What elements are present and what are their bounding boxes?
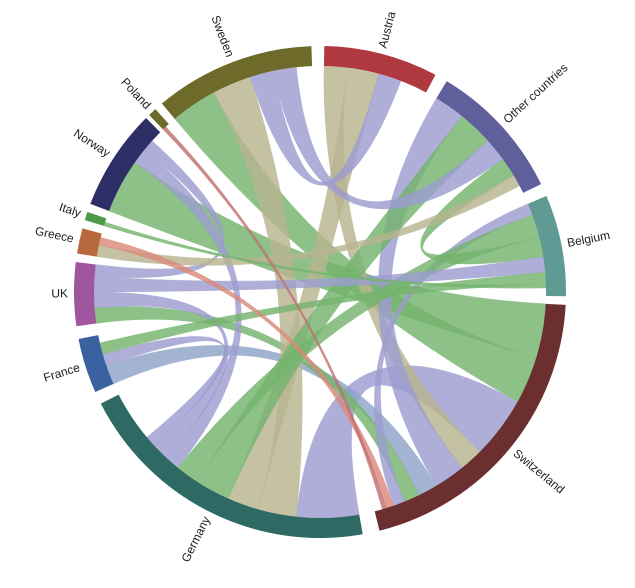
chords [93,65,547,519]
group-label: France [42,360,82,385]
chord [103,221,547,289]
group-label: Sweden [208,13,237,59]
chord [98,237,394,509]
group-arc [161,46,313,119]
group-arc [84,211,107,226]
chord [374,203,533,507]
group-label: Italy [57,200,82,220]
group-arc [323,46,436,93]
group-arc [149,109,169,130]
group-arc [436,81,542,193]
chord [102,336,227,447]
group-label: Belgium [566,228,611,250]
group-label: Austria [376,10,399,50]
group-label: Other countries [501,61,571,127]
group-arc [77,228,102,257]
group-label: UK [51,286,68,300]
group-arc [100,394,363,538]
group-arc [90,118,161,212]
group-label: Germany [179,514,214,564]
group-arc [78,335,114,393]
group-label: Poland [118,75,154,112]
group-label: Greece [34,224,76,246]
group-arc [73,262,97,327]
group-arc [374,303,566,531]
group-label: Switzerland [511,446,568,496]
group-arc [528,195,566,297]
group-label: Norway [71,126,113,160]
